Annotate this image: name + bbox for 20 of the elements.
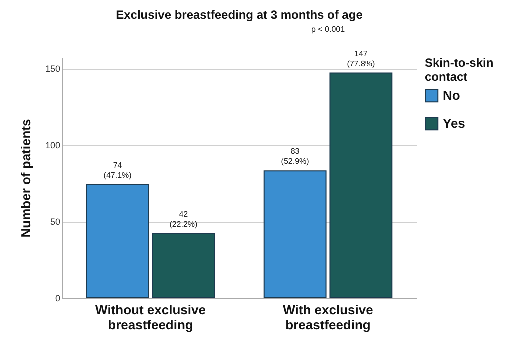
y-tick-label: 150 <box>45 64 60 74</box>
bar <box>264 170 327 298</box>
y-axis-title: Number of patients <box>18 119 34 238</box>
data-label: 74 (47.1%) <box>104 160 132 180</box>
x-tick-label: Without exclusive breastfeeding <box>96 302 206 332</box>
bar <box>152 233 216 298</box>
data-label: 147 (77.8%) <box>347 49 376 68</box>
data-label: 83 (52.9%) <box>281 147 310 166</box>
y-tick-label: 100 <box>45 140 60 151</box>
x-tick-label: With exclusive breastfeeding <box>283 302 374 332</box>
chart-title: Exclusive breastfeeding at 3 months of age <box>116 8 364 22</box>
legend-title: Skin-to-skin contact <box>425 56 494 84</box>
legend-label: Yes <box>443 116 466 131</box>
y-tick-label: 50 <box>50 217 60 228</box>
y-tick-label: 0 <box>55 294 60 304</box>
text: p < 0.001 <box>311 25 346 34</box>
bar <box>86 184 150 298</box>
bar <box>330 72 393 298</box>
data-label: 42 (22.2%) <box>170 210 198 229</box>
legend-label: No <box>443 88 460 103</box>
